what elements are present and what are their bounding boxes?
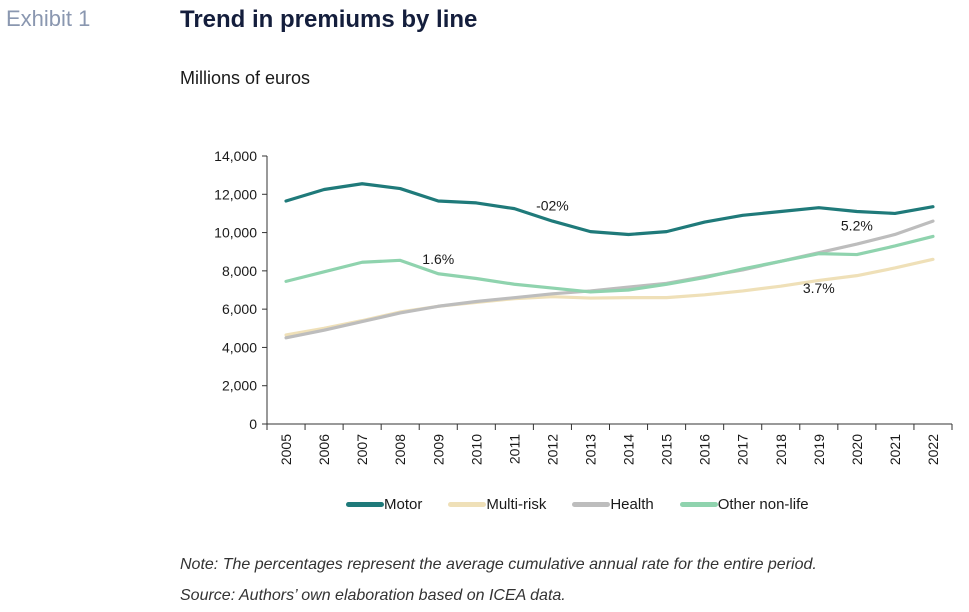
x-tick-label: 2010 (468, 434, 484, 465)
x-tick-label: 2022 (925, 434, 941, 465)
y-tick-label: 12,000 (214, 186, 257, 202)
legend-swatch-motor (346, 502, 384, 507)
y-tick-label: 6,000 (222, 301, 257, 317)
legend-swatch-multi-risk (448, 502, 487, 507)
x-tick-label: 2006 (316, 434, 332, 465)
legend-item-motor: Motor (346, 496, 422, 513)
x-tick-label: 2005 (278, 434, 294, 465)
chart-subtitle: Millions of euros (180, 68, 311, 88)
source-note: Source: Authors’ own elaboration based o… (180, 587, 566, 604)
y-tick-label: 10,000 (214, 225, 257, 241)
series-line-multi-risk (284, 257, 935, 337)
footnote: Note: The percentages represent the aver… (180, 556, 817, 573)
series-line-motor (284, 182, 935, 237)
legend-item-multi-risk: Multi-risk (448, 496, 546, 513)
y-tick-label: 2,000 (222, 378, 257, 394)
x-tick-label: 2017 (735, 434, 751, 465)
x-tick-label: 2021 (887, 434, 903, 465)
legend-label-multi-risk: Multi-risk (486, 496, 547, 513)
legend-swatch-health (572, 502, 611, 507)
x-tick-label: 2016 (697, 434, 713, 465)
y-tick-label: 0 (249, 416, 257, 432)
x-tick-label: 2014 (621, 434, 637, 465)
exhibit-label: Exhibit 1 (6, 6, 91, 31)
x-tick-label: 2007 (354, 434, 370, 465)
x-tick-label: 2020 (849, 434, 865, 465)
x-tick-label: 2011 (506, 434, 522, 464)
rate-annotation: 5.2% (841, 218, 873, 234)
x-tick-label: 2015 (659, 434, 675, 465)
legend: Motor Multi-risk Health Other non-life (346, 496, 835, 513)
x-tick-label: 2013 (582, 434, 598, 465)
legend-label-other-non-life: Other non-life (717, 496, 809, 513)
y-tick-label: 8,000 (222, 263, 257, 279)
x-tick-label: 2018 (773, 434, 789, 465)
series-line-other-non-life (284, 234, 935, 294)
rate-annotation: 1.6% (422, 251, 454, 267)
series-line-health (284, 219, 935, 340)
legend-item-other-non-life: Other non-life (679, 496, 809, 513)
x-tick-label: 2012 (544, 434, 560, 465)
legend-item-health: Health (572, 496, 654, 513)
legend-label-health: Health (610, 496, 654, 513)
chart-title: Trend in premiums by line (180, 6, 478, 33)
x-tick-label: 2009 (430, 434, 446, 465)
x-tick-label: 2019 (811, 434, 827, 465)
rate-annotation: -02% (536, 198, 569, 214)
legend-label-motor: Motor (384, 496, 423, 513)
y-tick-label: 4,000 (222, 339, 257, 355)
legend-swatch-other-non-life (679, 502, 718, 507)
y-tick-label: 14,000 (214, 148, 257, 164)
x-tick-label: 2008 (392, 434, 408, 465)
rate-annotation: 3.7% (803, 280, 835, 296)
